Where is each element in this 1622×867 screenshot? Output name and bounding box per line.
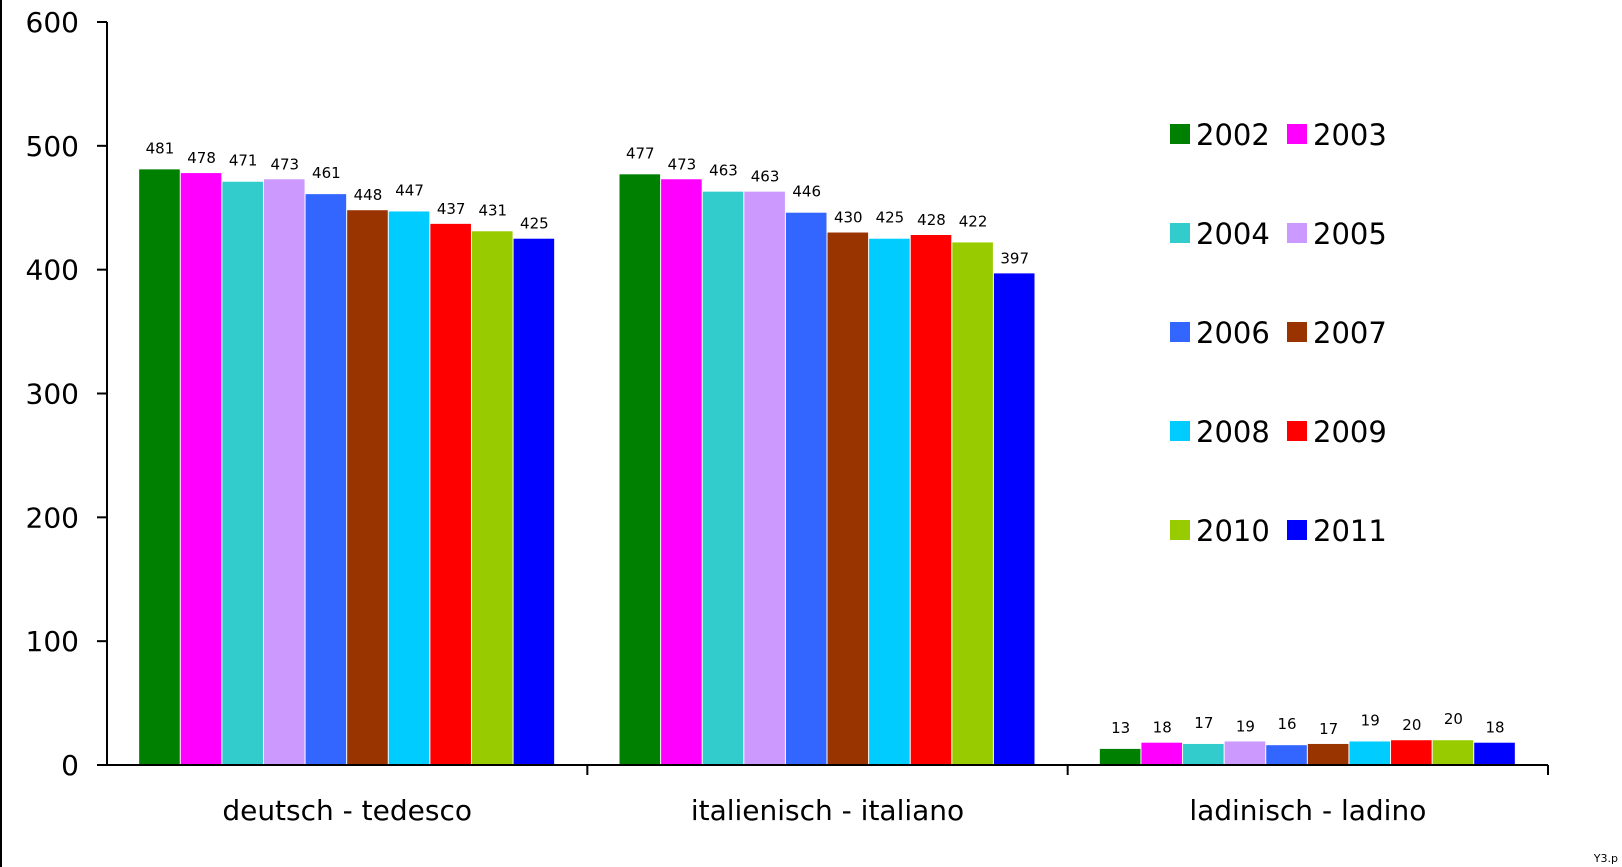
- y-tick-label: 300: [26, 378, 79, 411]
- legend-swatch-2010: [1170, 520, 1190, 540]
- legend-swatch-2004: [1170, 223, 1190, 243]
- data-label: 20: [1444, 710, 1463, 728]
- data-label: 422: [959, 212, 988, 230]
- y-axis-ticks: 0 100 200 300 400 500 600: [26, 6, 107, 782]
- data-label: 463: [709, 162, 738, 180]
- bar-2006: [785, 212, 827, 765]
- legend-label: 2011: [1313, 514, 1387, 548]
- legend-label: 2006: [1196, 316, 1270, 350]
- bar-2010: [1432, 740, 1474, 765]
- data-label: 19: [1361, 711, 1380, 729]
- bar-2006: [305, 194, 347, 766]
- legend-label: 2007: [1313, 316, 1387, 350]
- legend-label: 2003: [1313, 118, 1387, 152]
- bar-2011: [993, 273, 1035, 765]
- data-label: 478: [187, 149, 216, 167]
- x-category-label: ladinisch - ladino: [1189, 794, 1426, 827]
- y-tick-label: 100: [26, 625, 79, 658]
- legend-swatch-2011: [1287, 520, 1307, 540]
- data-label: 425: [520, 215, 549, 233]
- data-label: 471: [229, 152, 258, 170]
- data-label: 473: [270, 155, 299, 173]
- bar-2010: [952, 242, 993, 765]
- bar-2008: [388, 211, 430, 766]
- bar-2005: [1224, 741, 1266, 765]
- bar-2007: [347, 210, 388, 765]
- legend-label: 2009: [1313, 415, 1387, 449]
- data-label: 20: [1402, 716, 1421, 734]
- data-label: 447: [395, 181, 424, 199]
- legend-label: 2008: [1196, 415, 1270, 449]
- bar-2003: [180, 173, 222, 765]
- legend-swatch-2002: [1170, 124, 1190, 144]
- legend-label: 2002: [1196, 118, 1270, 152]
- value-labels-layer: 481 478 471 473 461 448 447 437 431 425 477 473 463 4…: [146, 139, 1505, 738]
- bar-2011: [513, 238, 555, 766]
- y-tick-label: 400: [26, 254, 79, 287]
- bar-2007: [827, 232, 869, 765]
- data-label: 16: [1277, 715, 1296, 733]
- legend-swatch-2006: [1170, 322, 1190, 342]
- data-label: 431: [478, 201, 507, 219]
- legend-label: 2004: [1196, 217, 1270, 251]
- bar-2003: [1141, 742, 1183, 765]
- data-label: 18: [1153, 719, 1172, 737]
- data-label: 461: [312, 164, 341, 182]
- bar-2008: [1349, 741, 1391, 765]
- legend-swatch-2005: [1287, 223, 1307, 243]
- bar-2002: [1099, 748, 1141, 765]
- bars-layer: [139, 169, 1515, 766]
- data-label: 463: [751, 168, 780, 186]
- bar-2004: [702, 191, 744, 765]
- bar-2007: [1307, 743, 1349, 765]
- data-label: 397: [1000, 249, 1029, 267]
- legend-swatch-2008: [1170, 421, 1190, 441]
- x-axis-ticks: deutsch - tedesco italienisch - italiano l…: [222, 765, 1549, 827]
- data-label: 428: [917, 211, 946, 229]
- data-label: 17: [1319, 720, 1338, 738]
- x-category-label: italienisch - italiano: [691, 794, 964, 827]
- data-label: 473: [668, 155, 697, 173]
- data-label: 481: [146, 139, 175, 157]
- legend-swatch-2007: [1287, 322, 1307, 342]
- legend-label: 2010: [1196, 514, 1270, 548]
- y-tick-label: 200: [26, 501, 79, 534]
- bar-2009: [910, 234, 952, 765]
- bar-2005: [744, 191, 785, 765]
- legend: 2002 2003 2004 2005 2006 2007 2008 2009 2010 2011: [1170, 118, 1387, 548]
- data-label: 446: [792, 183, 821, 201]
- bar-2011: [1474, 742, 1515, 765]
- bar-2010: [471, 231, 513, 766]
- bar-2005: [263, 179, 305, 766]
- footer-code: Y3.p: [1593, 852, 1618, 865]
- bar-2006: [1266, 745, 1307, 765]
- x-category-label: deutsch - tedesco: [222, 794, 472, 827]
- legend-swatch-2003: [1287, 124, 1307, 144]
- data-label: 448: [354, 186, 383, 204]
- y-tick-label: 500: [26, 130, 79, 163]
- bar-2009: [430, 223, 471, 765]
- bar-2004: [1183, 743, 1224, 765]
- bar-2004: [222, 181, 263, 765]
- data-label: 477: [626, 144, 655, 162]
- y-tick-label: 0: [61, 749, 79, 782]
- data-label: 19: [1236, 717, 1255, 735]
- legend-swatch-2009: [1287, 421, 1307, 441]
- bar-2002: [619, 174, 661, 765]
- data-label: 13: [1111, 719, 1130, 737]
- data-label: 18: [1485, 719, 1504, 737]
- data-label: 430: [834, 209, 863, 227]
- bar-2008: [869, 238, 910, 766]
- legend-label: 2005: [1313, 217, 1387, 251]
- bar-2002: [139, 169, 180, 765]
- bar-2009: [1391, 740, 1432, 765]
- bar-2003: [661, 179, 702, 766]
- data-label: 17: [1194, 714, 1213, 732]
- y-tick-label: 600: [26, 6, 79, 39]
- data-label: 437: [437, 200, 466, 218]
- data-label: 425: [876, 209, 905, 227]
